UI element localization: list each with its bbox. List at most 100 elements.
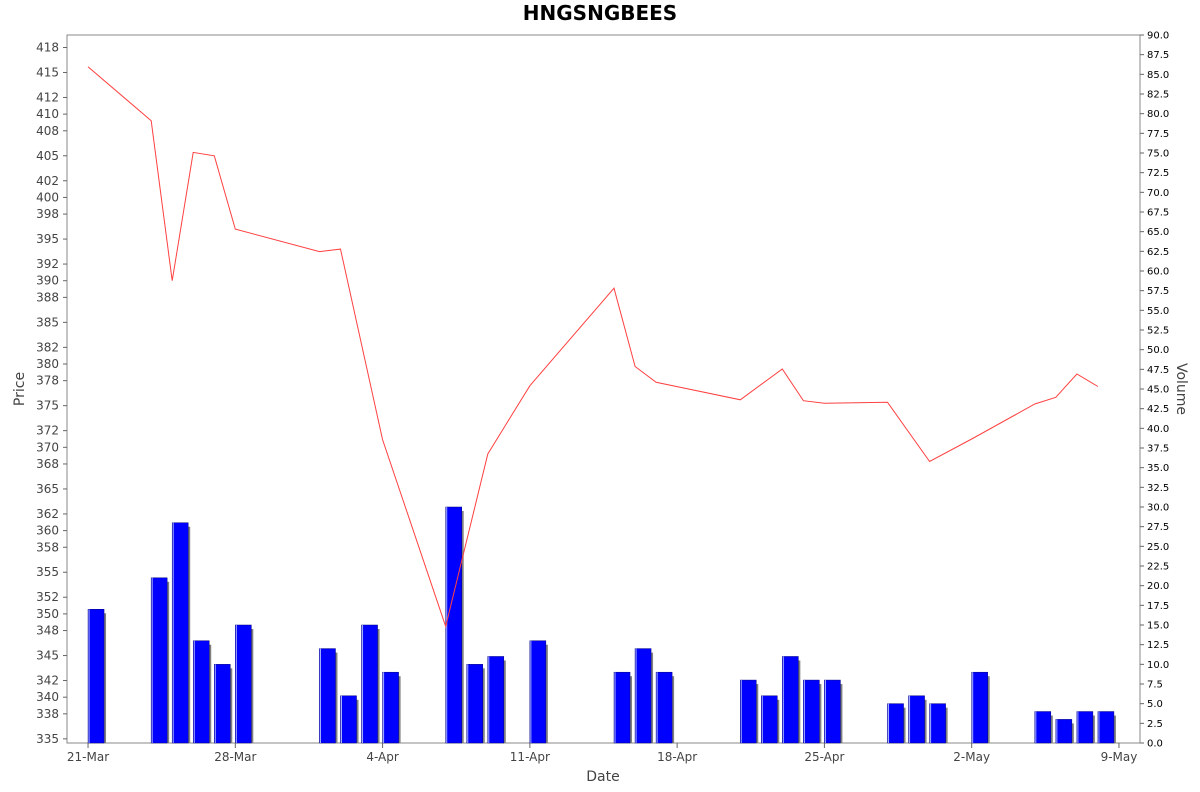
volume-bar [529,640,547,744]
volume-tick-label: 15.0 [1147,621,1169,632]
volume-tick-label: 5.0 [1147,699,1163,710]
price-tick-label: 355 [36,565,59,579]
volume-tick-label: 67.5 [1147,208,1169,219]
price-tick-label: 398 [36,207,59,221]
volume-bar [319,648,336,744]
price-tick-label: 385 [36,315,59,329]
volume-tick-label: 35.0 [1147,463,1169,474]
volume-bar [803,679,820,744]
volume-tick-label: 57.5 [1147,286,1169,297]
price-line [87,66,1099,629]
volume-tick-label: 55.0 [1147,306,1169,317]
price-tick-label: 365 [36,482,59,496]
date-tick-label: 25-Apr [804,750,844,764]
volume-bar [908,695,925,744]
volume-tick-label: 42.5 [1147,404,1169,415]
price-tick-label: 402 [36,174,59,188]
volume-bar [192,640,210,744]
volume-bar [445,506,462,744]
volume-tick-label: 62.5 [1147,247,1169,258]
volume-tick-label: 80.0 [1147,109,1169,120]
y-axis-label-right: Volume [1173,363,1189,415]
volume-bar [340,695,357,744]
price-tick-label: 395 [36,232,59,246]
volume-tick-label: 77.5 [1147,129,1169,140]
price-tick-label: 405 [36,149,59,163]
price-tick-label: 412 [36,90,59,104]
price-tick-label: 400 [36,190,59,204]
volume-bar [824,679,841,744]
price-tick-label: 358 [36,540,59,554]
volume-bar [929,703,946,744]
volume-tick-label: 75.0 [1147,149,1169,160]
price-tick-label: 352 [36,590,59,604]
volume-bar [971,671,988,744]
volume-tick-label: 85.0 [1147,70,1169,81]
price-tick-label: 340 [36,690,59,704]
volume-bar [1055,719,1073,744]
date-tick-label: 9-May [1101,750,1138,764]
price-tick-label: 342 [36,674,59,688]
volume-bar [235,624,252,744]
volume-axis: 0.0 2.5 5.0 7.5 10.0 12.5 15.0 17.5 20.0 22.5 25.0… [1140,31,1169,750]
volume-tick-label: 17.5 [1147,601,1169,612]
date-tick-label: 4-Apr [366,750,399,764]
volume-tick-label: 90.0 [1147,31,1169,42]
price-tick-label: 372 [36,424,59,438]
volume-bar [740,679,757,744]
price-tick-label: 388 [36,290,59,304]
price-tick-label: 410 [36,107,59,121]
volume-bar [87,609,105,744]
volume-tick-label: 0.0 [1147,739,1163,750]
price-tick-label: 378 [36,374,59,388]
volume-tick-label: 2.5 [1147,719,1163,730]
x-axis-label: Date [586,769,619,785]
price-tick-label: 368 [36,457,59,471]
volume-bar [1034,711,1052,744]
date-tick-label: 2-May [953,750,990,764]
volume-tick-label: 27.5 [1147,522,1169,533]
volume-tick-label: 22.5 [1147,562,1169,573]
volume-tick-label: 7.5 [1147,680,1163,691]
price-tick-label: 418 [36,40,59,54]
date-tick-label: 11-Apr [510,750,550,764]
price-axis: 335 338 340 342 345 348 350 352 355 358 360 362 365 3… [36,40,67,746]
volume-tick-label: 20.0 [1147,581,1169,592]
price-tick-label: 335 [36,732,59,746]
price-tick-label: 338 [36,707,59,721]
volume-bars [87,506,1116,744]
volume-bar [150,577,168,744]
volume-tick-label: 32.5 [1147,483,1169,494]
price-tick-label: 408 [36,124,59,138]
volume-tick-label: 37.5 [1147,444,1169,455]
volume-bar [613,671,631,744]
price-tick-label: 390 [36,274,59,288]
price-tick-label: 382 [36,340,59,354]
volume-bar [761,695,778,744]
volume-tick-label: 65.0 [1147,227,1169,238]
volume-tick-label: 30.0 [1147,503,1169,514]
volume-bar [1097,711,1115,744]
volume-tick-label: 52.5 [1147,326,1169,337]
price-tick-label: 360 [36,524,59,538]
date-axis: 21-Mar 28-Mar 4-Apr 11-Apr 18-Apr 25-Apr 2-May… [67,743,1137,764]
volume-bar [655,671,673,744]
price-tick-label: 362 [36,507,59,521]
price-tick-label: 348 [36,624,59,638]
volume-tick-label: 82.5 [1147,90,1169,101]
volume-bar [361,624,378,744]
volume-tick-label: 50.0 [1147,345,1169,356]
plot-area [66,34,1141,744]
volume-bar [382,671,399,744]
volume-tick-label: 25.0 [1147,542,1169,553]
price-tick-label: 375 [36,399,59,413]
volume-bar [782,656,799,744]
volume-tick-label: 72.5 [1147,168,1169,179]
volume-tick-label: 40.0 [1147,424,1169,435]
volume-bar [634,648,652,744]
price-tick-label: 415 [36,65,59,79]
volume-tick-label: 47.5 [1147,365,1169,376]
price-tick-label: 380 [36,357,59,371]
volume-tick-label: 70.0 [1147,188,1169,199]
volume-tick-label: 87.5 [1147,50,1169,61]
